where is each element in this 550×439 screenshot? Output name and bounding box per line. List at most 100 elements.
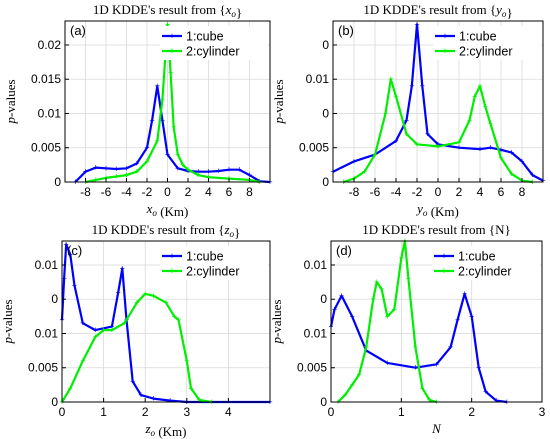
series-marker: + [188, 383, 193, 393]
series-marker: + [404, 129, 409, 139]
legend-label: 1:cube [186, 30, 224, 44]
y-tick-label: 0.01 [304, 258, 328, 272]
series-marker: + [425, 129, 430, 139]
series-line [60, 243, 270, 404]
series-marker: + [171, 122, 176, 132]
x-tick-label: 8 [246, 185, 253, 199]
chart-panel: ++++++ + ++++++++ +++++++++++++++++ +0 1 2 300.… [269, 222, 546, 436]
series-marker: + [93, 175, 98, 185]
series-marker: + [456, 137, 461, 147]
series-marker: + [151, 291, 156, 301]
series-marker: + [388, 74, 393, 84]
y-tick-label: 0.01 [38, 106, 62, 120]
series-marker: + [498, 145, 503, 155]
series-marker: + [160, 95, 165, 105]
x-tick-label: 0 [59, 405, 66, 419]
series-marker: + [530, 170, 535, 180]
legend-label: 2:cylinder [186, 265, 240, 279]
x-tick-label: -2 [412, 185, 423, 199]
series-marker: + [435, 141, 440, 151]
y-tick-label: 0 [51, 395, 58, 409]
series-marker: + [332, 305, 337, 315]
chart-panel: ++++++++++++++++++++++++++++++++++++++-8… [271, 2, 546, 219]
series-marker: + [168, 67, 173, 77]
series-marker: + [144, 143, 149, 153]
series-marker: + [151, 394, 156, 404]
series-marker: + [488, 119, 493, 129]
series-marker: + [498, 153, 503, 163]
legend-label: 2:cylinder [186, 45, 240, 59]
series-marker: + [385, 311, 390, 321]
series-marker: + [165, 19, 170, 29]
series-marker: + [509, 148, 514, 158]
series-marker: + [519, 156, 524, 166]
series-marker: + [467, 115, 472, 125]
y-tick-label: 0 [320, 395, 327, 409]
x-tick-label: -6 [370, 185, 381, 199]
plot-frame [330, 240, 543, 403]
series-marker: + [247, 170, 252, 180]
series-marker: + [103, 163, 108, 173]
legend-label: 1:cube [186, 250, 224, 264]
series-marker: + [483, 102, 488, 112]
series-marker: + [349, 380, 354, 390]
legend-box [160, 246, 268, 280]
series-marker: + [413, 363, 418, 373]
series-marker: + [477, 81, 482, 91]
series-marker: + [165, 150, 170, 160]
series-marker: + [172, 311, 177, 321]
series-marker: + [114, 172, 119, 182]
legend-marker: + [442, 46, 447, 56]
series-marker: + [116, 287, 121, 297]
series-marker: + [143, 289, 148, 299]
x-tick-label: 4 [225, 405, 232, 419]
y-tick-label: 0.02 [38, 38, 62, 52]
series-line [332, 23, 544, 182]
y-axis-label: p-values [0, 299, 15, 344]
series-line [337, 239, 437, 404]
x-tick-label: 0 [435, 185, 442, 199]
x-tick-label: -6 [101, 185, 112, 199]
y-tick-label: 0 [322, 106, 329, 120]
x-tick-label: 2 [185, 185, 192, 199]
series-marker: + [427, 395, 432, 405]
series-marker: + [393, 91, 398, 101]
x-tick-label: 0 [328, 405, 335, 419]
series-line [61, 292, 212, 404]
legend-box [432, 246, 540, 280]
chart-title: 1D KDDE's result from {yo} [363, 2, 512, 20]
series-marker: + [392, 305, 397, 315]
legend-marker: + [441, 251, 446, 261]
series-marker: + [357, 370, 362, 380]
x-tick-label: 2 [142, 405, 149, 419]
series-marker: + [349, 311, 354, 321]
series-marker: + [420, 81, 425, 91]
series-marker: + [226, 165, 231, 175]
series-marker: + [509, 169, 514, 179]
y-tick-label: 0.01 [35, 326, 59, 340]
series-marker: + [68, 250, 73, 260]
panel-label: (d) [336, 243, 352, 258]
y-tick-label: 0 [54, 175, 61, 189]
x-axis-label: xo (Km) [146, 201, 189, 219]
series-marker: + [101, 325, 106, 335]
series-marker: + [163, 298, 168, 308]
series-marker: + [124, 170, 129, 180]
series-marker: + [114, 164, 119, 174]
series-marker: + [414, 19, 419, 29]
series-marker: + [80, 318, 85, 328]
series-marker: + [339, 291, 344, 301]
legend-box [433, 26, 541, 60]
y-tick-label: 0.01 [35, 258, 59, 272]
x-tick-label: 1 [398, 405, 405, 419]
series-marker: + [393, 136, 398, 146]
series-marker: + [413, 342, 418, 352]
series-marker: + [404, 115, 409, 125]
series-marker: + [383, 108, 388, 118]
series-marker: + [462, 289, 467, 299]
series-marker: + [409, 81, 414, 91]
series-marker: + [185, 166, 190, 176]
series-marker: + [149, 115, 154, 125]
chart-title: 1D KDDE's result from {N} [362, 222, 510, 237]
